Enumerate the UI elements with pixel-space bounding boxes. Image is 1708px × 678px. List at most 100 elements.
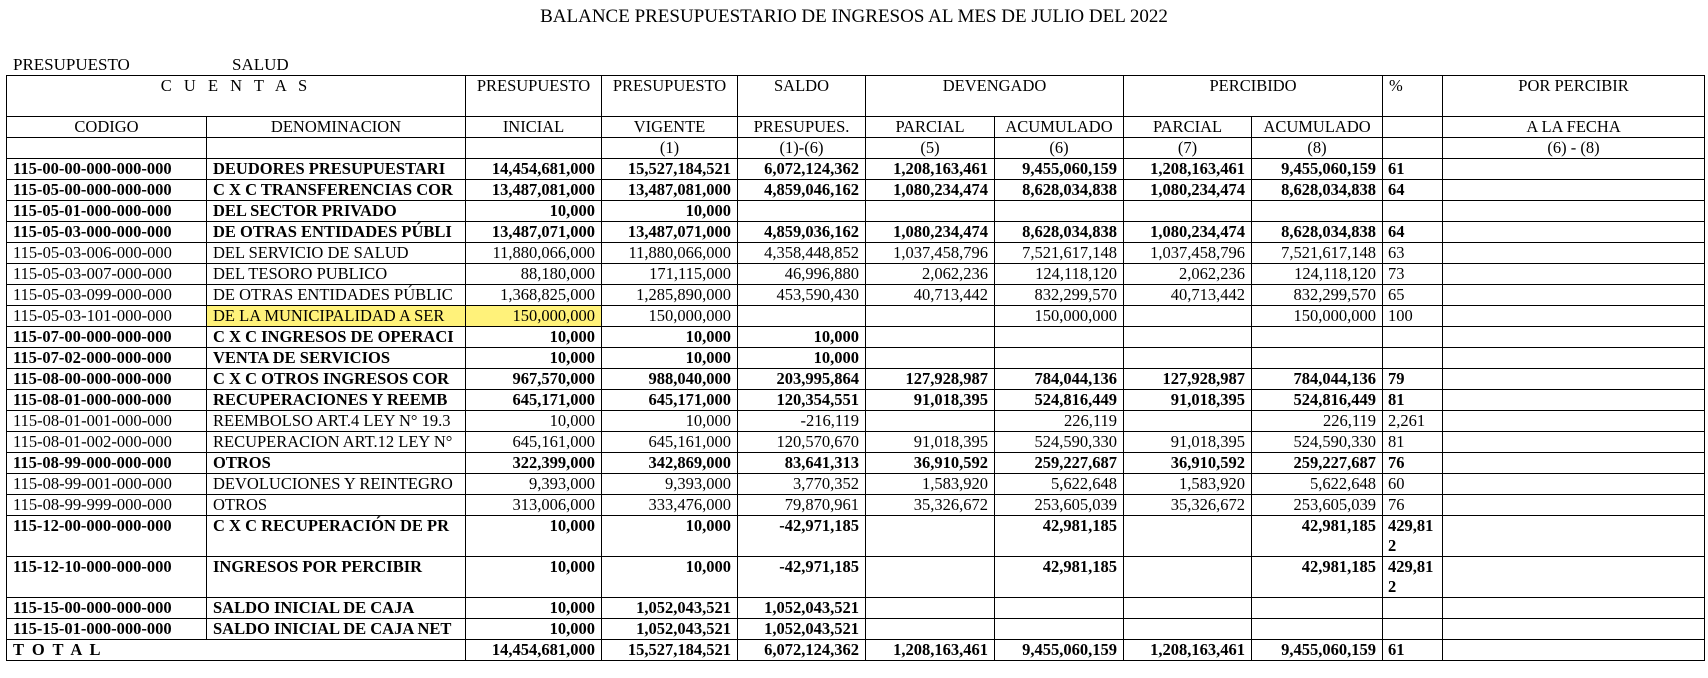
cell-codigo: 115-12-00-000-000-000 xyxy=(6,515,207,557)
cell-inicial: 10,000 xyxy=(465,326,603,348)
cell-per-acum-text: 226,119 xyxy=(1323,411,1377,431)
cell-denominacion: SALDO INICIAL DE CAJA xyxy=(205,597,467,619)
cell-inicial: 10,000 xyxy=(465,410,603,432)
header-cuentas: C U E N T A S xyxy=(5,75,467,117)
total-inicial: 14,454,681,000 xyxy=(465,639,603,661)
cell-denominacion-text: OTROS xyxy=(213,453,271,473)
cell-per-acum-text: 8,628,034,838 xyxy=(1281,222,1377,242)
cell-vigente-text: 150,000,000 xyxy=(648,306,732,326)
cell-saldo: 1,052,043,521 xyxy=(737,597,867,619)
header-denominacion: DENOMINACION xyxy=(205,116,467,138)
cell-saldo: -216,119 xyxy=(737,410,867,432)
cell-per-acum: 259,227,687 xyxy=(1251,452,1384,474)
cell-vigente: 1,052,043,521 xyxy=(601,618,739,640)
budget-value: SALUD xyxy=(232,55,289,74)
table-row: 115-08-99-999-000-000 OTROS 313,006,000 333… xyxy=(6,494,1706,516)
cell-dev-acum: 784,044,136 xyxy=(994,368,1125,390)
cell-codigo: 115-12-10-000-000-000 xyxy=(6,556,207,598)
cell-saldo-text: 10,000 xyxy=(813,327,860,347)
cell-per-parcial: 1,080,234,474 xyxy=(1123,179,1253,201)
cell-dev-acum: 8,628,034,838 xyxy=(994,221,1125,243)
cell-pct-text: 2,261 xyxy=(1388,411,1426,431)
cell-inicial: 14,454,681,000 xyxy=(465,158,603,180)
cell-pct: 429,812 xyxy=(1382,556,1444,598)
total-vigente: 15,527,184,521 xyxy=(601,639,739,661)
cell-vigente-text: 10,000 xyxy=(685,516,732,536)
cell-dev-parcial-text: 35,326,672 xyxy=(913,495,989,515)
cell-inicial-text: 150,000,000 xyxy=(512,306,596,326)
cell-denominacion-text: DE OTRAS ENTIDADES PÚBLI xyxy=(213,222,452,242)
cell-dev-acum-text: 8,628,034,838 xyxy=(1022,180,1118,200)
cell-per-acum: 42,981,185 xyxy=(1251,556,1384,598)
cell-denominacion-text: REEMBOLSO ART.4 LEY N° 19.3 xyxy=(213,411,451,431)
cell-vigente-text: 333,476,000 xyxy=(648,495,732,515)
cell-codigo: 115-08-00-000-000-000 xyxy=(6,368,207,390)
cell-denominacion: REEMBOLSO ART.4 LEY N° 19.3 xyxy=(205,410,467,432)
cell-denominacion-text: INGRESOS POR PERCIBIR xyxy=(213,557,423,577)
cell-codigo-text: 115-15-01-000-000-000 xyxy=(13,619,172,639)
cell-saldo-text: -42,971,185 xyxy=(779,516,860,536)
table-row: 115-15-00-000-000-000 SALDO INICIAL DE CA… xyxy=(6,597,1706,619)
cell-denominacion: C X C INGRESOS DE OPERACI xyxy=(205,326,467,348)
cell-vigente-text: 13,487,071,000 xyxy=(627,222,732,242)
cell-pct: 100 xyxy=(1382,305,1444,327)
cell-per-parcial xyxy=(1123,326,1253,348)
cell-dev-acum: 832,299,570 xyxy=(994,284,1125,306)
cell-saldo: 6,072,124,362 xyxy=(737,158,867,180)
cell-dev-parcial: 2,062,236 xyxy=(865,263,996,285)
cell-saldo: 83,641,313 xyxy=(737,452,867,474)
cell-por-percibir xyxy=(1442,515,1706,557)
cell-codigo-text: 115-08-01-000-000-000 xyxy=(13,390,172,410)
cell-per-acum: 8,628,034,838 xyxy=(1251,221,1384,243)
header-empty-pct xyxy=(1382,116,1444,138)
cell-dev-parcial xyxy=(865,200,996,222)
cell-per-acum: 9,455,060,159 xyxy=(1251,158,1384,180)
cell-dev-acum-text: 524,590,330 xyxy=(1034,432,1118,452)
cell-pct xyxy=(1382,618,1444,640)
cell-saldo-text: 4,859,046,162 xyxy=(764,180,860,200)
table-row: 115-08-99-001-000-000 DEVOLUCIONES Y REIN… xyxy=(6,473,1706,495)
cell-pct: 73 xyxy=(1382,263,1444,285)
cell-pct: 2,261 xyxy=(1382,410,1444,432)
cell-dev-acum: 259,227,687 xyxy=(994,452,1125,474)
cell-per-parcial xyxy=(1123,515,1253,557)
cell-per-parcial xyxy=(1123,410,1253,432)
cell-dev-parcial-text: 91,018,395 xyxy=(913,390,989,410)
header-per-acumulado: ACUMULADO xyxy=(1251,116,1384,138)
cell-por-percibir xyxy=(1442,263,1706,285)
cell-dev-acum: 524,590,330 xyxy=(994,431,1125,453)
cell-denominacion: RECUPERACIONES Y REEMB xyxy=(205,389,467,411)
cell-saldo-text: 4,859,036,162 xyxy=(764,222,860,242)
cell-dev-acum: 42,981,185 xyxy=(994,515,1125,557)
cell-dev-acum-text: 124,118,120 xyxy=(1035,264,1118,284)
cell-per-parcial: 35,326,672 xyxy=(1123,494,1253,516)
cell-dev-acum: 253,605,039 xyxy=(994,494,1125,516)
cell-saldo: 203,995,864 xyxy=(737,368,867,390)
cell-dev-parcial-text: 127,928,987 xyxy=(905,369,989,389)
table-header: C U E N T A S PRESUPUESTO PRESUPUESTO SA… xyxy=(5,75,1706,159)
table-row: 115-05-03-000-000-000 DE OTRAS ENTIDADES … xyxy=(6,221,1706,243)
cell-pct xyxy=(1382,326,1444,348)
cell-vigente: 645,171,000 xyxy=(601,389,739,411)
cell-codigo: 115-05-03-006-000-000 xyxy=(6,242,207,264)
cell-denominacion: DEL SECTOR PRIVADO xyxy=(205,200,467,222)
table-row: 115-08-01-002-000-000 RECUPERACION ART.12… xyxy=(6,431,1706,453)
cell-codigo: 115-05-00-000-000-000 xyxy=(6,179,207,201)
cell-per-parcial-text: 40,713,442 xyxy=(1170,285,1246,305)
cell-por-percibir xyxy=(1442,473,1706,495)
cell-inicial-text: 645,171,000 xyxy=(512,390,596,410)
cell-denominacion: RECUPERACION ART.12 LEY N° xyxy=(205,431,467,453)
cell-codigo-text: 115-05-03-101-000-000 xyxy=(13,306,172,326)
cell-per-acum-text: 150,000,000 xyxy=(1293,306,1377,326)
cell-vigente: 150,000,000 xyxy=(601,305,739,327)
header-a-la-fecha: A LA FECHA xyxy=(1442,116,1706,138)
table-row: 115-12-10-000-000-000 INGRESOS POR PERCIB… xyxy=(6,556,1706,598)
cell-per-parcial xyxy=(1123,597,1253,619)
cell-dev-parcial: 1,037,458,796 xyxy=(865,242,996,264)
cell-por-percibir xyxy=(1442,305,1706,327)
cell-denominacion: OTROS xyxy=(205,494,467,516)
cell-codigo-text: 115-00-00-000-000-000 xyxy=(13,159,172,179)
cell-dev-parcial-text: 91,018,395 xyxy=(913,432,989,452)
cell-inicial: 1,368,825,000 xyxy=(465,284,603,306)
cell-dev-acum-text: 42,981,185 xyxy=(1042,516,1118,536)
